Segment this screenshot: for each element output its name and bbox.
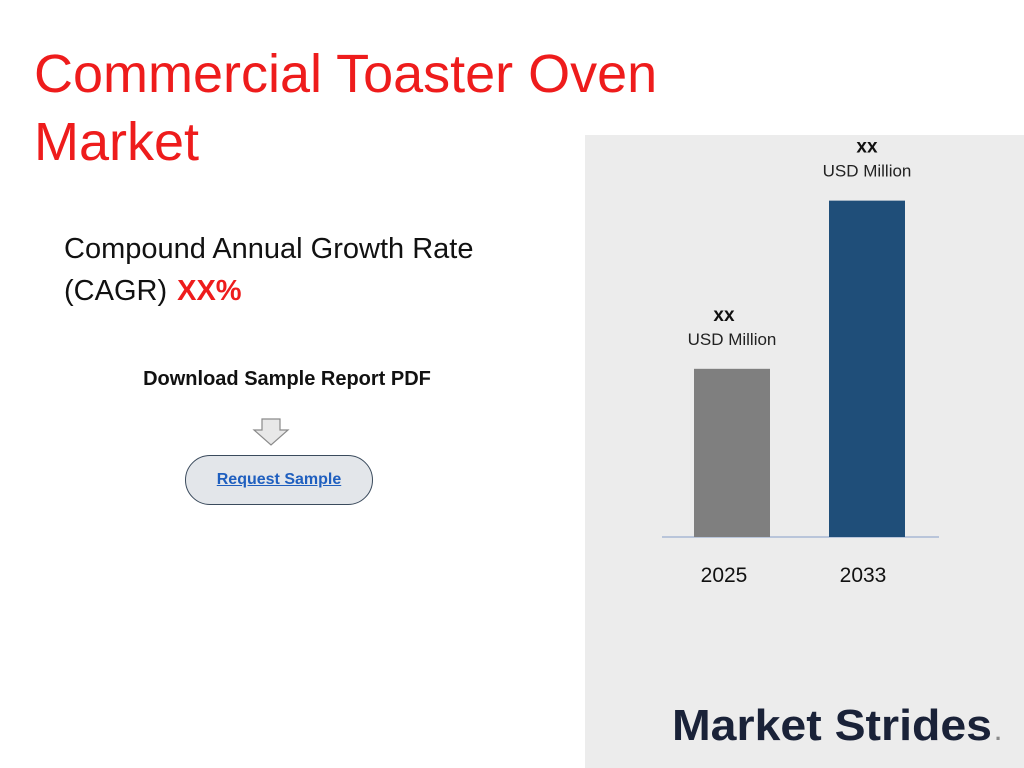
request-sample-button[interactable]: Request Sample: [185, 455, 373, 505]
chart-panel: xx USD Million 2025 xx USD Million 2033: [585, 135, 1024, 768]
svg-text:Market Strides: Market Strides: [672, 701, 992, 748]
x-tick-label-2025: 2025: [701, 564, 748, 587]
down-arrow-icon: [252, 418, 290, 446]
data-label-value-2033: xx: [856, 137, 878, 158]
request-sample-link[interactable]: Request Sample: [216, 471, 342, 488]
cagr-text: Compound Annual Growth Rate (CAGR) XX%: [64, 228, 544, 312]
data-label-unit-2025: USD Million: [688, 330, 777, 349]
data-label-value-2025: xx: [713, 305, 735, 326]
cagr-value: XX%: [177, 275, 242, 307]
data-label-unit-2033: USD Million: [823, 162, 912, 181]
bar-chart: xx USD Million 2025 xx USD Million 2033: [662, 137, 939, 587]
download-label: Download Sample Report PDF: [143, 368, 431, 390]
svg-text:.: .: [995, 720, 1001, 745]
market-strides-logo: Market Strides .: [672, 701, 1001, 748]
bar-2025: [694, 368, 770, 537]
page-title: Commercial Toaster Oven Market: [34, 44, 658, 172]
x-tick-label-2033: 2033: [840, 564, 887, 587]
bar-2033: [829, 200, 905, 537]
cagr-label: Compound Annual Growth Rate (CAGR): [64, 233, 474, 307]
